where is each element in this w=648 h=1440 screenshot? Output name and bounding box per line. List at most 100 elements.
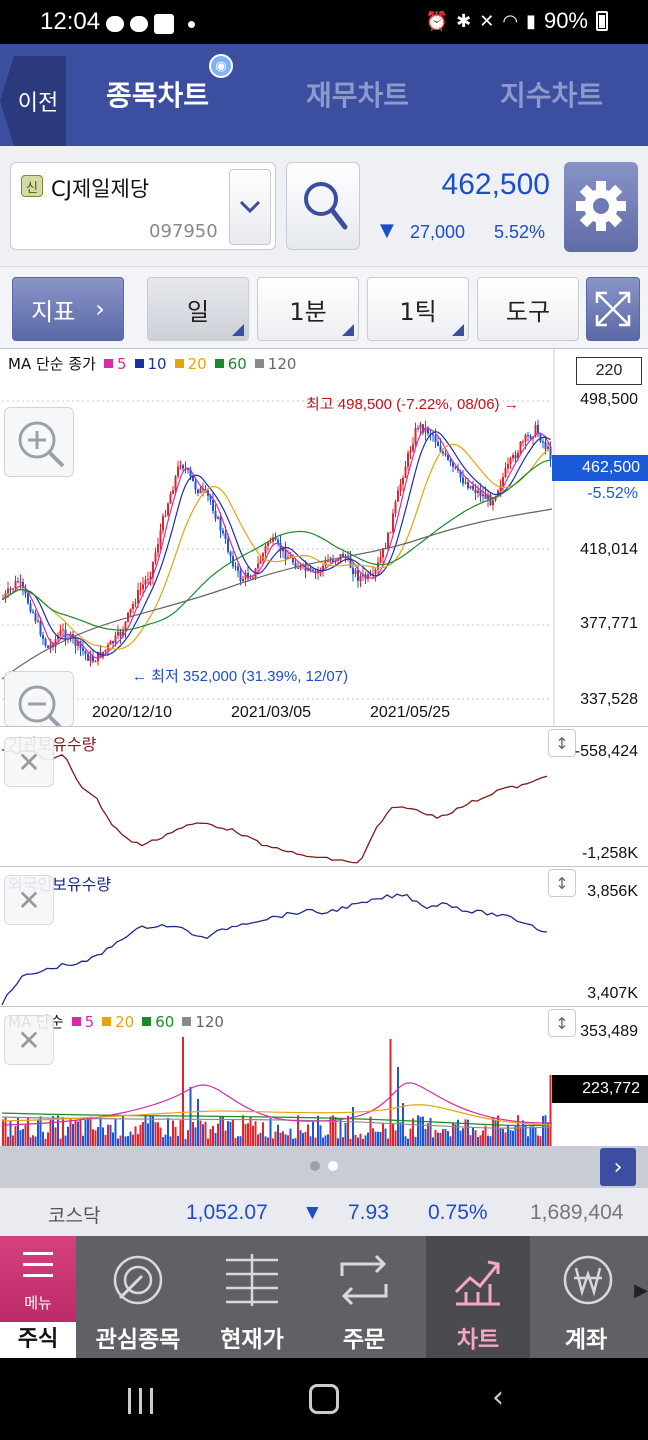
back-button[interactable]: 이전 [0, 56, 66, 146]
volume-bar [319, 1125, 322, 1147]
menu-chart[interactable]: 차트 [426, 1236, 530, 1358]
resize-panel-button[interactable]: ↕ [548, 869, 576, 897]
volume-bar [62, 1117, 64, 1147]
candle-body [317, 570, 319, 573]
institution-holdings-panel[interactable]: 기관보유수량 ✕ ↕ -558,424 -1,258K [0, 726, 648, 866]
candle-body [369, 574, 372, 576]
resize-panel-button[interactable]: ↕ [548, 1009, 576, 1037]
candle-body [349, 557, 352, 568]
volume-bar [237, 1136, 239, 1147]
ma60-label: 60 [227, 354, 247, 373]
talk-icon [106, 16, 124, 32]
candle-body [19, 581, 22, 583]
volume-bar [34, 1136, 37, 1147]
gear-icon [576, 181, 626, 231]
indicator-button[interactable]: 지표 › [12, 277, 124, 341]
volume-bar [354, 1134, 357, 1147]
candle-body [354, 570, 357, 575]
candle-body [132, 604, 134, 609]
menu-scroll-right-icon[interactable]: ▶ [634, 1280, 648, 1301]
recent-apps-button[interactable] [128, 1388, 158, 1414]
candle-body [162, 516, 164, 531]
volume-bar [269, 1118, 272, 1147]
candle-body [109, 641, 112, 645]
moving-average-line [2, 427, 552, 659]
menu-account[interactable]: 계좌 [534, 1236, 638, 1358]
volume-bar [179, 1120, 182, 1147]
volume-bar [417, 1115, 419, 1147]
price-chart-panel[interactable]: MA 단순 종가 5 10 20 60 120 220 498,500 462,… [0, 348, 648, 728]
foreign-holdings-panel[interactable]: 외국인보유수량 ✕ ↕ 3,856K 3,407K [0, 866, 648, 1006]
candle-body [389, 532, 392, 534]
close-panel-button[interactable]: ✕ [4, 875, 54, 925]
menu-watchlist[interactable]: 관심종목 [80, 1236, 196, 1358]
volume-bar [482, 1130, 484, 1147]
volume-panel[interactable]: MA 단순 5 20 60 120 ✕ ↕ 353,489 223,772 [0, 1006, 648, 1147]
volume-bar [99, 1117, 102, 1147]
vma60-label: 60 [155, 1012, 175, 1031]
next-page-button[interactable]: › [600, 1148, 636, 1186]
candle-body [119, 631, 122, 637]
volume-bar [4, 1116, 7, 1147]
main-menu-button[interactable]: 메뉴 주식 [0, 1236, 76, 1358]
candle-body [482, 494, 484, 497]
volume-bar [477, 1136, 479, 1147]
candle-body [9, 588, 12, 590]
volume-bar [42, 1131, 44, 1147]
stock-dropdown-button[interactable] [229, 169, 271, 245]
alarm-clock-icon: ⏰ [425, 10, 449, 31]
stock-section-label[interactable]: 주식 [0, 1322, 76, 1358]
close-panel-button[interactable]: ✕ [4, 1015, 54, 1065]
menu-order-label: 주문 [342, 1327, 386, 1353]
close-panel-button[interactable]: ✕ [4, 737, 54, 787]
settings-button[interactable] [564, 162, 638, 252]
candle-body [279, 543, 282, 552]
index-ticker[interactable]: 코스닥 1,052.07 ▼ 7.93 0.75% 1,689,404 [0, 1188, 648, 1236]
candle-body [144, 579, 147, 585]
back-nav-button[interactable]: ‹ [492, 1380, 504, 1415]
bluetooth-icon: ✱ [456, 10, 472, 31]
page-dot-active[interactable] [328, 1161, 338, 1171]
menu-current-price[interactable]: 현재가 [196, 1236, 308, 1358]
tab-index-chart[interactable]: 지수차트 [500, 79, 604, 112]
current-price-tag: 462,500 [552, 455, 648, 481]
volume-bar [527, 1136, 529, 1147]
search-button[interactable] [286, 162, 360, 250]
tools-button[interactable]: 도구 [477, 277, 579, 341]
volume-bar [67, 1126, 69, 1147]
volume-bar [324, 1135, 327, 1147]
period-day-button[interactable]: 일 [147, 277, 249, 341]
volume-bar [547, 1122, 549, 1147]
candle-body [379, 557, 382, 563]
candle-body [274, 537, 277, 540]
expand-icon [595, 291, 631, 327]
volume-bar [59, 1138, 62, 1147]
close-icon: ✕ [17, 883, 41, 917]
resize-panel-button[interactable]: ↕ [548, 729, 576, 757]
fullscreen-button[interactable] [586, 277, 640, 341]
period-tick-button[interactable]: 1틱 [367, 277, 469, 341]
volume-bar [382, 1122, 384, 1147]
volume-bar [154, 1122, 157, 1147]
candle-body [424, 427, 427, 433]
volume-bar [407, 1138, 409, 1147]
stock-selector[interactable]: 신 CJ제일제당 097950 [10, 162, 276, 250]
page-dot[interactable] [310, 1161, 320, 1171]
menu-order[interactable]: 주문 [308, 1236, 420, 1358]
ticker-percent: 0.75% [428, 1201, 488, 1224]
volume-bar [254, 1121, 257, 1147]
volume-bar [302, 1133, 304, 1147]
zoom-out-button[interactable] [4, 671, 74, 728]
volume-bar [389, 1039, 392, 1147]
candle-body [479, 490, 482, 497]
volume-bar [532, 1126, 534, 1147]
tab-financial-chart[interactable]: 재무차트 [306, 79, 410, 112]
period-count-box[interactable]: 220 [576, 357, 642, 385]
volume-bar [414, 1136, 417, 1147]
period-minute-button[interactable]: 1분 [257, 277, 359, 341]
order-swap-icon [340, 1254, 388, 1306]
home-button[interactable] [309, 1384, 339, 1414]
ma120-line [1, 508, 553, 680]
tab-stock-chart[interactable]: 종목차트 [106, 79, 210, 112]
zoom-in-button[interactable] [4, 407, 74, 477]
